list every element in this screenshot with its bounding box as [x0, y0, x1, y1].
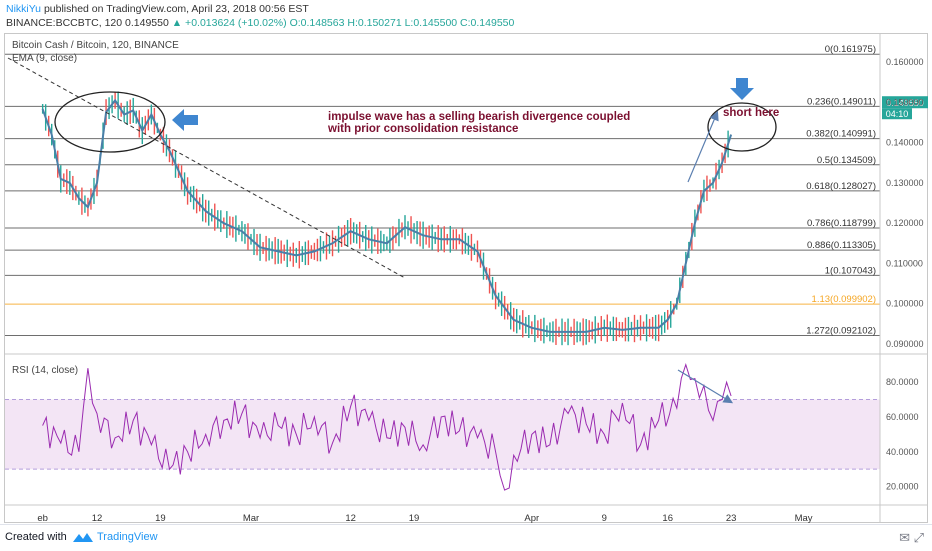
left-arrow-icon [172, 109, 198, 131]
rsi-panel [5, 363, 880, 491]
fib-level-label: 0.5(0.134509) [817, 155, 876, 166]
tradingview-logo-icon [73, 533, 93, 542]
time-tick-label: 19 [155, 513, 166, 524]
short-zone-ellipse [707, 102, 777, 152]
price-tick-label: 0.140000 [886, 138, 924, 148]
chart-canvas[interactable]: 0(0.161975) 0.236(0.149011) 0.382(0.140991… [0, 0, 932, 524]
rsi-band [5, 399, 880, 470]
annotation-note-line2: with prior consolidation resistance [327, 123, 518, 135]
price-tick-label: 0.150000 [886, 97, 924, 107]
author-link[interactable]: NikkiYu [6, 3, 42, 15]
rsi-line [42, 363, 732, 491]
price-tick-label: 0.090000 [886, 339, 924, 349]
rsi-tick-label: 20.0000 [886, 482, 919, 492]
created-with-label: Created with [5, 531, 67, 543]
share-icons[interactable]: ✉ ⤢ [899, 530, 924, 545]
fib-level-label: 0.786(0.118799) [807, 218, 876, 229]
time-tick-label: May [795, 513, 813, 524]
footer-bar: Created with TradingView ✉ ⤢ [0, 524, 932, 551]
tradingview-brand[interactable]: TradingView [97, 531, 158, 543]
price-tick-label: 0.160000 [886, 57, 924, 67]
annotations-layer: Bitcoin Cash / Bitcoin, 120, BINANCE EMA … [12, 40, 779, 404]
chart-header: NikkiYu published on TradingView.com, Ap… [6, 2, 514, 30]
chart-title-legend: Bitcoin Cash / Bitcoin, 120, BINANCE [12, 40, 179, 51]
publish-line: NikkiYu published on TradingView.com, Ap… [6, 2, 514, 16]
chart-frame [4, 33, 928, 523]
countdown-label: 04:10 [886, 109, 909, 119]
fib-level-label: 0.236(0.149011) [807, 96, 876, 107]
time-tick-label: Mar [243, 513, 259, 524]
fib-level-label: 1.13(0.099902) [812, 294, 876, 305]
rsi-tick-label: 60.0000 [886, 412, 919, 422]
symbol-line: BINANCE:BCCBTC, 120 0.149550 ▲ +0.013624… [6, 16, 514, 30]
fib-level-label: 0.618(0.128027) [806, 181, 876, 192]
time-tick-label: 9 [602, 513, 607, 524]
time-tick-label: eb [37, 513, 48, 524]
price-tick-label: 0.100000 [886, 299, 924, 309]
time-tick-label: 19 [409, 513, 420, 524]
consolidation-ellipse [54, 91, 166, 153]
price-tick-label: 0.130000 [886, 178, 924, 188]
axes: 0.160000 0.150000 0.140000 0.130000 0.120000… [4, 33, 928, 524]
ema-legend: EMA (9, close) [12, 53, 77, 64]
publish-info: published on TradingView.com, April 23, … [43, 3, 309, 15]
price-divergence-arrow [687, 110, 719, 183]
down-arrow-icon [730, 78, 754, 100]
fib-level-label: 0.886(0.113305) [807, 240, 876, 251]
ema-line [41, 98, 733, 333]
price-tick-label: 0.110000 [886, 258, 923, 268]
time-tick-label: 16 [662, 513, 673, 524]
price-change: ▲ +0.013624 (+10.02%) [171, 17, 287, 29]
price-badge [882, 96, 928, 109]
ohlc-values: O:0.148563 H:0.150271 L:0.145500 C:0.149… [289, 17, 515, 29]
time-tick-label: 23 [726, 513, 737, 524]
fib-level-label: 1.272(0.092102) [806, 325, 876, 336]
symbol-info: BINANCE:BCCBTC, 120 0.149550 [6, 17, 169, 29]
price-tick-label: 0.120000 [886, 218, 924, 228]
price-panel: 0(0.161975) 0.236(0.149011) 0.382(0.140991… [5, 44, 928, 346]
time-tick-label: 12 [345, 513, 356, 524]
rsi-tick-label: 80.0000 [886, 377, 919, 387]
countdown-badge [882, 108, 912, 120]
short-here-label: short here [723, 107, 779, 119]
fib-level-label: 0.382(0.140991) [806, 129, 876, 140]
fib-level-label: 0(0.161975) [825, 44, 876, 55]
time-tick-label: 12 [92, 513, 103, 524]
trend-line-dashed [7, 57, 406, 279]
fib-level-label: 1(0.107043) [825, 265, 876, 276]
annotation-note-line1: impulse wave has a selling bearish diver… [328, 111, 630, 123]
rsi-legend: RSI (14, close) [12, 365, 78, 376]
rsi-divergence-arrow [677, 369, 734, 404]
rsi-tick-label: 40.0000 [886, 447, 919, 457]
price-badge-label: 0.149550 [886, 98, 924, 108]
time-tick-label: Apr [524, 513, 539, 524]
